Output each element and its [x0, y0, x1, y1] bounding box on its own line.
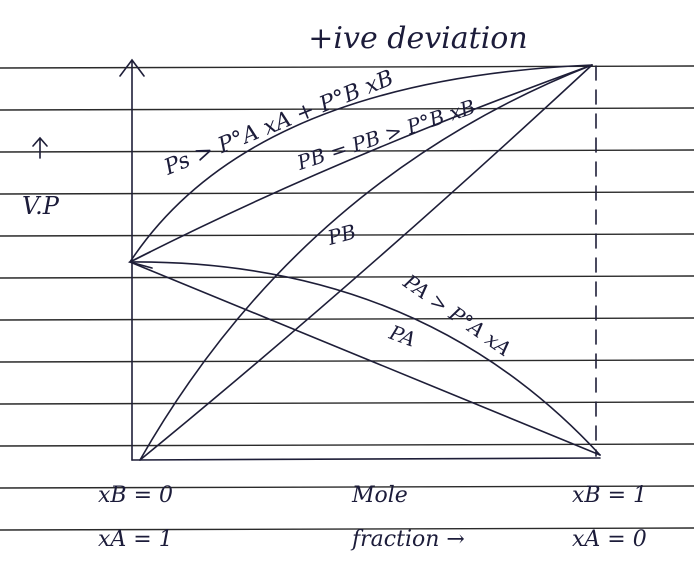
bottom-label: xB = 0	[98, 483, 173, 508]
curve-label: PA	[385, 320, 419, 352]
curve-label: PA > P°A xA	[398, 269, 515, 361]
bottom-label: xA = 0	[572, 527, 647, 552]
ruled-line	[0, 360, 694, 362]
curve-label: Ps > P°A xA + P°B xB	[160, 66, 397, 181]
up-arrow	[33, 138, 47, 158]
pb-ideal-curve	[140, 65, 592, 460]
ruled-line	[0, 192, 694, 194]
bottom-label: xA = 1	[98, 527, 173, 552]
arrow-head	[130, 252, 152, 268]
bottom-label: fraction →	[350, 527, 465, 552]
title: +ive deviation	[308, 21, 527, 56]
bottom-label: xB = 1	[572, 483, 647, 508]
ruled-line	[0, 276, 694, 278]
x-axis	[132, 458, 600, 460]
curves	[130, 65, 600, 460]
diagram: +ive deviation V.P Ps > P°A xA + P°B xB …	[0, 0, 694, 566]
bottom-label: Mole	[351, 483, 408, 508]
ruled-line	[0, 318, 694, 320]
page: {"title": "+ive deviation", "y_axis_labe…	[0, 0, 694, 566]
y-axis-label: V.P	[22, 192, 60, 220]
pa-ideal-line	[130, 262, 600, 455]
ruled-line	[0, 402, 694, 404]
pb-curve	[140, 65, 592, 460]
